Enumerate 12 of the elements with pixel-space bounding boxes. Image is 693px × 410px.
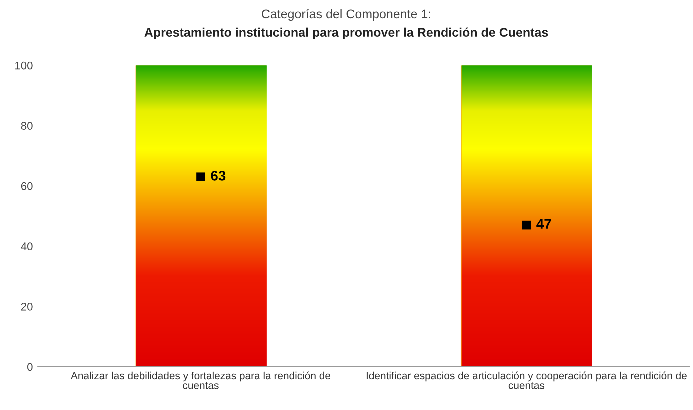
x-tick-label: Identificar espacios de articulación y cooperación para la rendición de cuentas	[366, 372, 687, 390]
y-tick-label: 20	[21, 302, 33, 311]
chart-subtitle: Aprestamiento institucional para promover la Rendición de Cuentas	[144, 28, 548, 40]
data-label: 47	[536, 219, 552, 229]
y-tick-label: 100	[16, 62, 33, 70]
chart-title: Categorías del Componente 1:	[262, 9, 430, 22]
y-tick-label: 60	[21, 182, 33, 190]
data-label: 63	[211, 170, 226, 181]
y-tick-label: 80	[21, 122, 33, 130]
y-tick-label: 0	[28, 363, 33, 372]
y-tick-label: 40	[21, 242, 33, 251]
x-tick-label: Analizar las debilidades y fortalezas para la rendición de cuentas	[71, 372, 331, 390]
